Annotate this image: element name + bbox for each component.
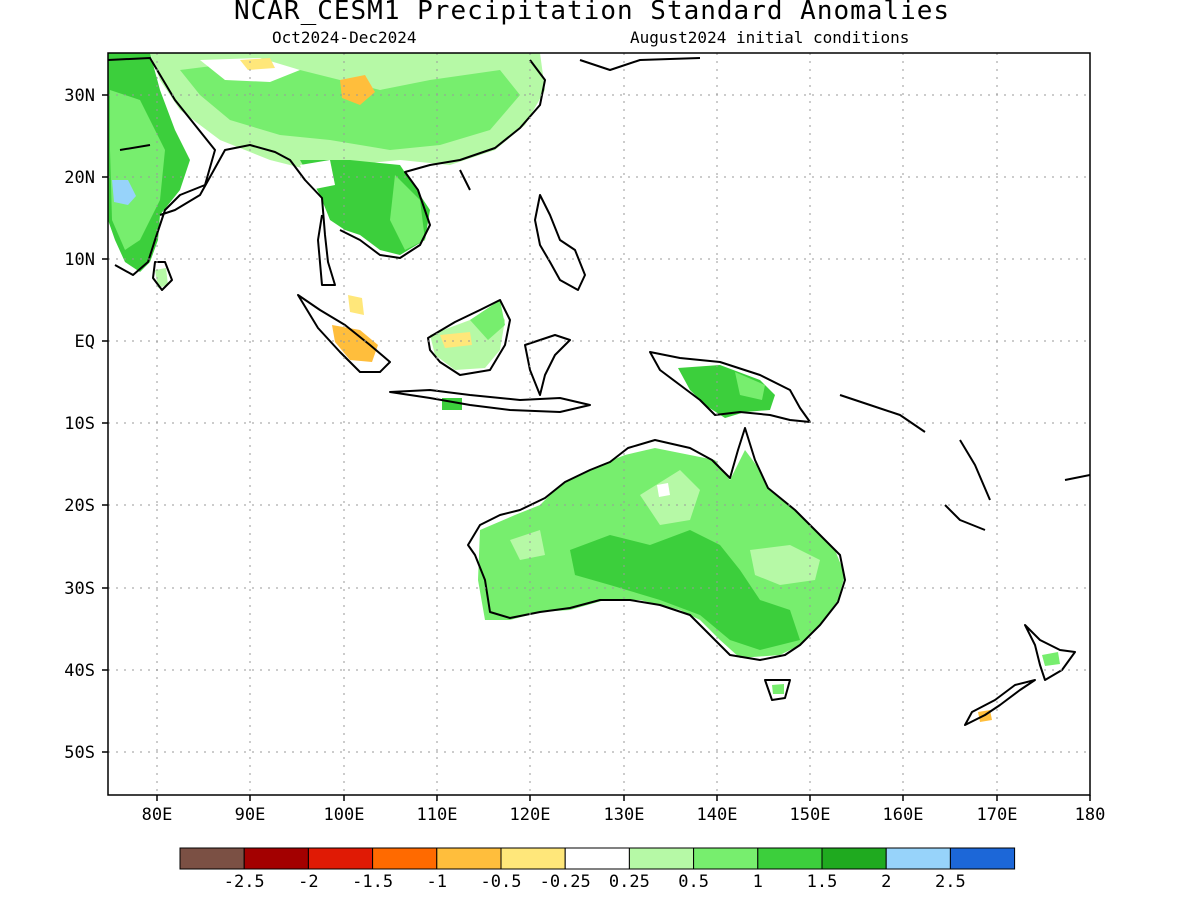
colorbar-label: -2.5: [224, 872, 265, 892]
plot-frame: [107, 52, 1091, 796]
lat-label: 10S: [64, 414, 95, 434]
colorbar-label: 1.5: [807, 872, 838, 892]
lon-label: 80E: [142, 805, 173, 825]
colorbar-label: 2.5: [935, 872, 966, 892]
forecast-period: Oct2024-Dec2024: [272, 28, 417, 47]
newzealand-south-coastline: [964, 679, 1036, 726]
india-blue-spot: [112, 180, 136, 205]
australia-light-patch: [640, 470, 700, 525]
lon-label: 100E: [324, 805, 365, 825]
sumatra-coastline: [297, 294, 391, 373]
india-light-region: [110, 90, 165, 250]
colorbar-label: -1.5: [352, 872, 393, 892]
lon-label: 150E: [790, 805, 831, 825]
newguinea-light-spot: [735, 372, 765, 400]
pacific-islands-coastline: [839, 394, 1090, 531]
lat-label: 50S: [64, 743, 95, 763]
colorbar-swatch: [372, 847, 438, 870]
philippines-coastline: [534, 194, 586, 291]
colorbar-swatch: [243, 847, 309, 870]
lat-label: 20N: [64, 168, 95, 188]
china-orange-spot: [340, 75, 375, 105]
tasmania-coastline: [764, 679, 791, 701]
lon-label: 180: [1075, 805, 1106, 825]
australia-light-patch-2: [750, 545, 820, 585]
colorbar-label: 0.5: [678, 872, 709, 892]
lat-label: 10N: [64, 250, 95, 270]
australia-white-spot: [657, 483, 670, 497]
lon-label: 120E: [510, 805, 551, 825]
colorbar-label: 2: [881, 872, 891, 892]
colorbar-label: 1: [753, 872, 763, 892]
srilanka-coastline: [152, 261, 173, 291]
initial-conditions: August2024 initial conditions: [630, 28, 910, 47]
lat-label: 30S: [64, 579, 95, 599]
colorbar-swatch: [821, 847, 887, 870]
australia-coastline: [467, 427, 846, 661]
colorbar-swatch: [693, 847, 759, 870]
longitude-labels: 80E 90E 100E 110E 120E 130E 140E 150E 16…: [142, 805, 1106, 825]
tasmania-spot: [772, 684, 784, 694]
lon-label: 160E: [883, 805, 924, 825]
anomaly-layer: [108, 53, 1090, 726]
china-green-region: [180, 60, 520, 150]
borneo-yellow-spot: [440, 332, 472, 348]
colorbar-swatch: [757, 847, 823, 870]
coastlines: [108, 57, 1090, 726]
lat-label: 40S: [64, 661, 95, 681]
colorbar-label: -2: [298, 872, 318, 892]
newguinea-coastline: [649, 351, 811, 423]
colorbar-label: -1: [427, 872, 447, 892]
asia-coastline: [108, 57, 546, 286]
colorbar-swatch: [500, 847, 566, 870]
sulawesi-coastline: [524, 334, 571, 396]
java-coastline: [389, 389, 591, 413]
colorbar-swatch: [436, 847, 502, 870]
australia-dark-band: [570, 530, 800, 650]
colorbar-labels: -2.5 -2 -1.5 -1 -0.5 -0.25 0.25 0.5 1 1.5 2 2.5: [224, 872, 966, 892]
japan-coastline: [579, 57, 701, 71]
colorbar-swatch: [949, 847, 1016, 870]
lat-label: 20S: [64, 496, 95, 516]
tibet-yellow-spot: [240, 58, 275, 70]
tick-marks: [102, 94, 1091, 801]
colorbar-label: -0.25: [540, 872, 591, 892]
srilanka-region: [155, 268, 168, 288]
colorbar-swatch: [628, 847, 695, 870]
lon-label: 140E: [697, 805, 738, 825]
colorbar-swatch: [307, 847, 374, 870]
grid-lines: [108, 53, 1090, 795]
map-title: NCAR_CESM1 Precipitation Standard Anomal…: [233, 0, 951, 26]
newzealand-green-spot: [1042, 652, 1060, 666]
lat-label: 30N: [64, 86, 95, 106]
colorbar-swatch: [179, 847, 245, 870]
newzealand-north-coastline: [1024, 624, 1076, 681]
lon-label: 130E: [604, 805, 645, 825]
lat-label: EQ: [75, 332, 95, 352]
australia-light-patch-3: [510, 530, 545, 560]
colorbar: [179, 847, 1016, 870]
colorbar-label: 0.25: [609, 872, 650, 892]
lon-label: 90E: [235, 805, 266, 825]
borneo-green-spot: [470, 300, 505, 340]
newguinea-anomaly-region: [678, 365, 775, 418]
colorbar-label: -0.5: [481, 872, 522, 892]
lon-label: 110E: [417, 805, 458, 825]
myanmar-white-spot: [300, 160, 335, 190]
colorbar-swatch: [564, 847, 630, 870]
sumatra-orange-region: [332, 325, 378, 362]
indochina-light-region: [390, 175, 425, 250]
sumatra-yellow-spot: [348, 295, 364, 315]
lon-label: 170E: [977, 805, 1018, 825]
latitude-labels: 30N 20N 10N EQ 10S 20S 30S 40S 50S: [64, 86, 95, 763]
colorbar-swatch: [885, 847, 951, 870]
